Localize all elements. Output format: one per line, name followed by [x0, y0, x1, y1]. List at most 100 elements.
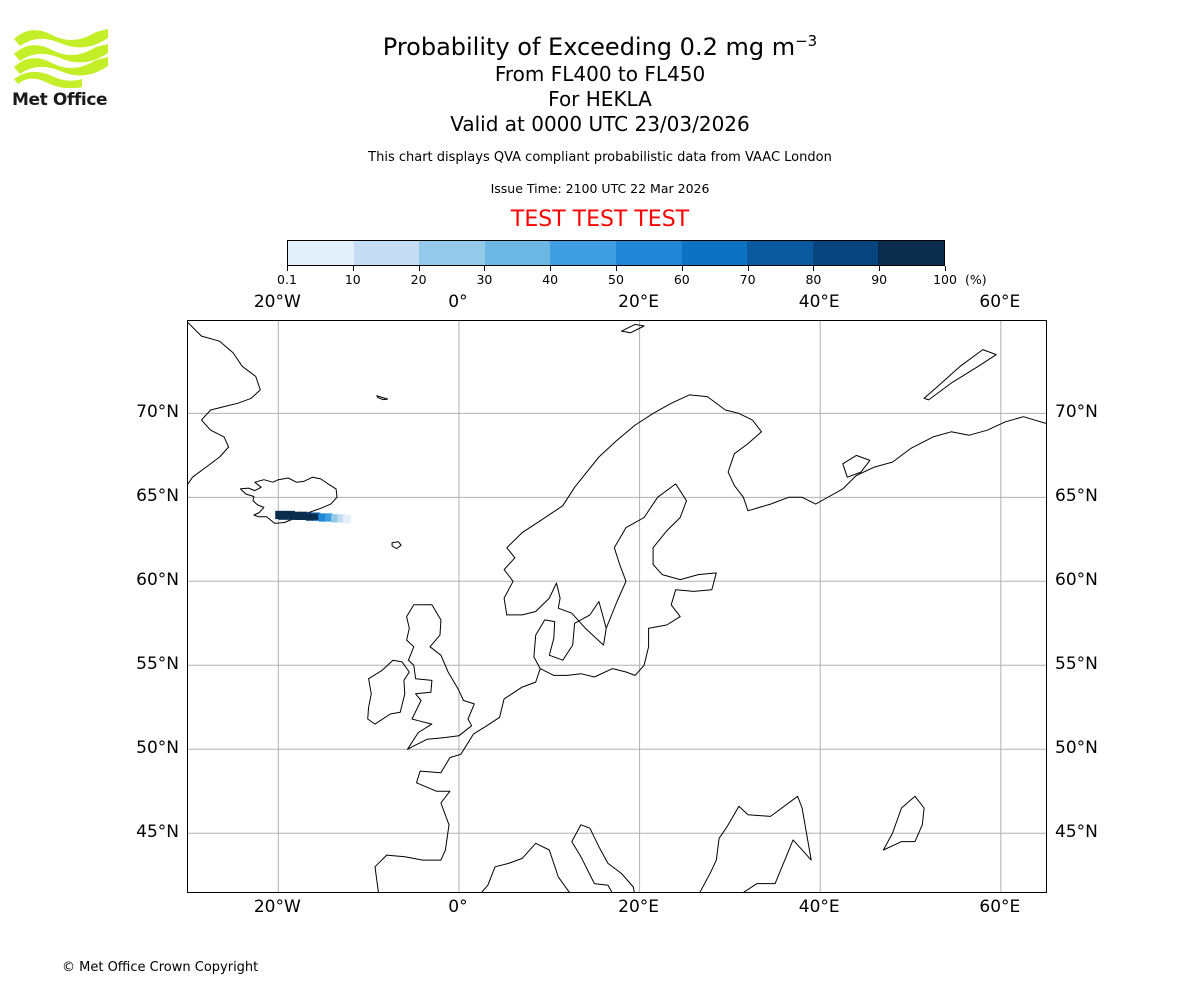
longitude-label: 60°E [979, 897, 1021, 917]
colorbar-tick [681, 266, 683, 271]
longitude-labels-bottom: 20°W 0° 20°E 40°E 60°E [187, 897, 1047, 919]
plume-cell [324, 513, 333, 522]
colorbar-tick [352, 266, 354, 271]
coastline-faroe [391, 541, 402, 550]
colorbar-tick [747, 266, 749, 271]
colorbar-band-4 [550, 241, 616, 265]
chart-title-block: Probability of Exceeding 0.2 mg m−3 From… [0, 26, 1200, 233]
colorbar-tick [945, 266, 946, 271]
coastline-west-europe [374, 668, 541, 868]
latitude-label: 65°N [136, 486, 179, 507]
coastline-island-small [621, 323, 645, 334]
coastline-baltic [506, 483, 717, 678]
colorbar: 0.1 10 20 30 40 50 60 70 80 90 100 (%) [277, 240, 987, 290]
coastline-caspian [882, 795, 925, 851]
coastline-novaya-zemlya [923, 349, 997, 401]
test-banner: TEST TEST TEST [510, 207, 690, 232]
issue-time: Issue Time: 2100 UTC 22 Mar 2026 [490, 181, 710, 196]
colorbar-tick-label: 100 [933, 272, 957, 287]
coastline-jan-mayen [376, 395, 389, 401]
colorbar-band-8 [812, 241, 879, 265]
colorbar-tick [418, 266, 420, 271]
colorbar-band-6 [681, 241, 748, 265]
page-title: Probability of Exceeding 0.2 mg m−3 [0, 26, 1200, 62]
met-office-wave-icon [14, 29, 108, 88]
valid-time-subtitle: Valid at 0000 UTC 23/03/2026 [450, 112, 750, 136]
colorbar-band-5 [615, 241, 682, 265]
coastline-iceland [239, 476, 338, 524]
colorbar-gradient [287, 240, 945, 266]
longitude-label: 40°E [798, 897, 840, 917]
flight-level-subtitle: From FL400 to FL450 [494, 62, 706, 86]
met-office-logo: Met Office [12, 26, 112, 112]
longitude-label: 0° [448, 897, 468, 917]
longitude-label: 20°W [253, 897, 301, 917]
page-title-text: Probability of Exceeding 0.2 mg m [382, 33, 796, 61]
colorbar-tick [879, 266, 881, 271]
colorbar-tick-label: 60 [673, 272, 690, 287]
coastline-scandinavia-arctic [503, 394, 1046, 616]
coastline-kanin [842, 454, 871, 478]
latitude-label: 50°N [1055, 738, 1098, 759]
plume-cell [318, 513, 327, 522]
colorbar-tick [484, 266, 486, 271]
latitude-label: 60°N [1055, 570, 1098, 591]
coastline-south-europe [374, 795, 812, 892]
longitude-label: 0° [448, 292, 468, 312]
map-canvas [188, 321, 1046, 892]
colorbar-ticks [287, 266, 946, 272]
longitude-label: 20°E [618, 897, 660, 917]
colorbar-tick-labels: 0.1 10 20 30 40 50 60 70 80 90 100 [277, 272, 957, 290]
volcano-subtitle: For HEKLA [548, 87, 652, 111]
colorbar-tick-label: 20 [410, 272, 427, 287]
page-title-exponent: −3 [795, 32, 818, 50]
longitude-label: 20°E [618, 292, 660, 312]
longitude-label: 40°E [798, 292, 840, 312]
ash-plume-layer [275, 510, 351, 524]
colorbar-band-9 [878, 241, 944, 265]
colorbar-tick-label: 70 [739, 272, 756, 287]
colorbar-band-2 [419, 241, 485, 265]
plume-cell [337, 514, 346, 523]
met-office-wordmark: Met Office [12, 90, 108, 110]
latitude-label: 45°N [1055, 822, 1098, 843]
latitude-label: 65°N [1055, 486, 1098, 507]
colorbar-tick [287, 266, 288, 271]
plume-cell [342, 515, 351, 524]
colorbar-tick [813, 266, 815, 271]
latitude-label: 45°N [136, 822, 179, 843]
longitude-label: 20°W [253, 292, 301, 312]
coastline-greenland [188, 322, 261, 485]
latitude-label: 70°N [1055, 402, 1098, 423]
colorbar-band-3 [484, 241, 551, 265]
latitude-label: 70°N [136, 402, 179, 423]
colorbar-tick [550, 266, 552, 271]
colorbar-tick-label: 50 [608, 272, 624, 287]
plume-core [278, 513, 319, 520]
qva-note: This chart displays QVA compliant probab… [368, 150, 832, 165]
copyright-footer: © Met Office Crown Copyright [62, 960, 259, 975]
latitude-label: 60°N [136, 570, 179, 591]
latitude-label: 55°N [136, 654, 179, 675]
colorbar-band-1 [353, 241, 420, 265]
latitude-label: 50°N [136, 738, 179, 759]
colorbar-tick-label: 0.1 [277, 272, 297, 287]
coastline-great-britain [406, 604, 475, 750]
latitude-labels-right: 45°N 50°N 55°N 60°N 65°N 70°N [1055, 320, 1135, 893]
colorbar-band-7 [747, 241, 813, 265]
colorbar-tick-label: 40 [542, 272, 559, 287]
longitude-label: 60°E [979, 292, 1021, 312]
colorbar-tick-label: 30 [476, 272, 493, 287]
map-panel[interactable] [187, 320, 1047, 893]
colorbar-band-0 [288, 241, 354, 265]
latitude-label: 55°N [1055, 654, 1098, 675]
colorbar-tick-label: 80 [805, 272, 822, 287]
coastline-ireland [367, 659, 410, 725]
colorbar-unit-label: (%) [965, 272, 987, 287]
plume-cell [331, 514, 340, 523]
colorbar-tick [616, 266, 617, 271]
colorbar-tick-label: 10 [344, 272, 361, 287]
latitude-labels-left: 45°N 50°N 55°N 60°N 65°N 70°N [107, 320, 179, 893]
longitude-labels-top: 20°W 0° 20°E 40°E 60°E [187, 292, 1047, 314]
colorbar-tick-label: 90 [871, 272, 888, 287]
